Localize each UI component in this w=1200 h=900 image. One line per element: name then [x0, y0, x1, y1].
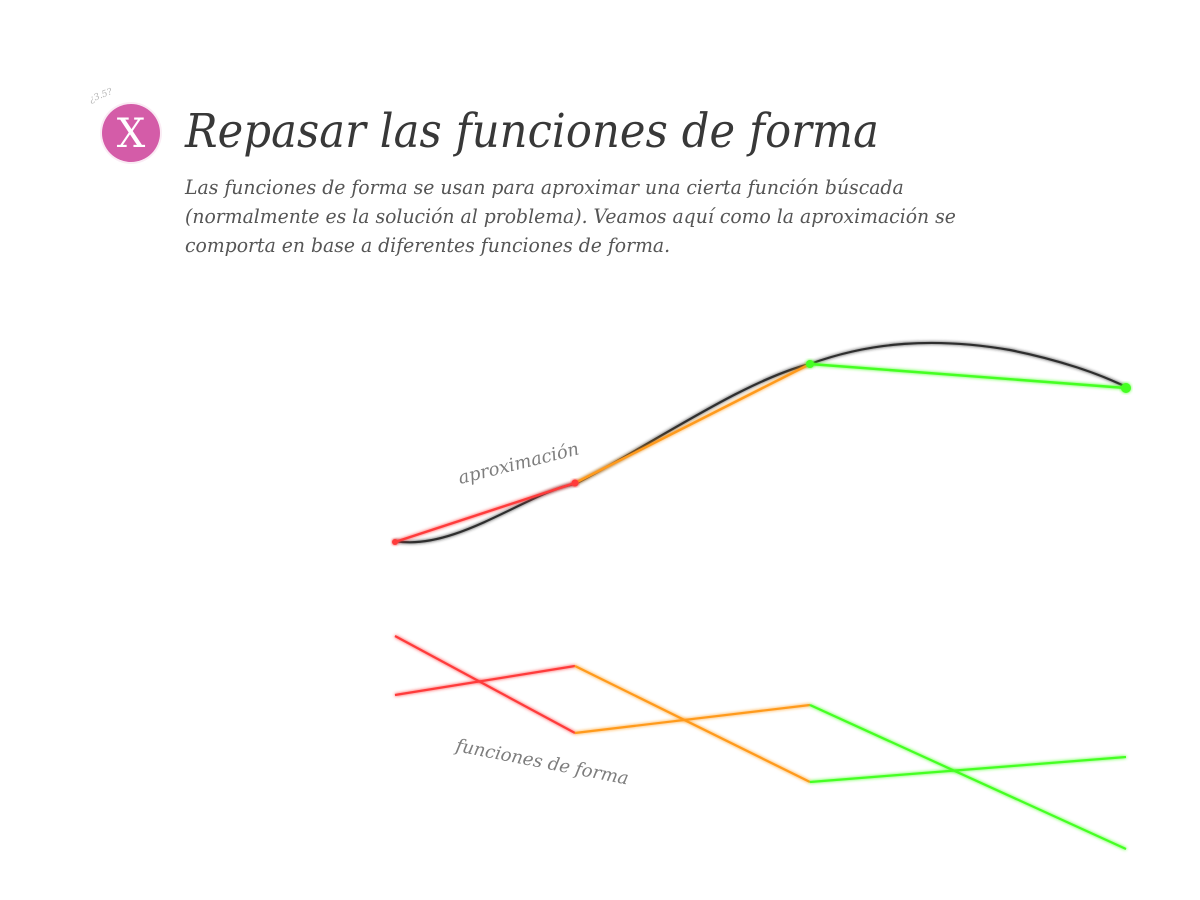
- approximation-label: aproximación: [456, 439, 581, 489]
- approximation-node-4: [1121, 383, 1131, 393]
- shape-function-red-ascending: [394, 664, 576, 697]
- description: Las funciones de forma se usan para apro…: [185, 175, 956, 257]
- approximation-node-1: [392, 539, 398, 545]
- approximation-segment-green: [809, 362, 1127, 390]
- approximation-segment-orange: [574, 362, 811, 485]
- shape-function-red-descending: [394, 635, 576, 734]
- approximation-node-2: [571, 479, 579, 487]
- close-button[interactable]: X: [102, 104, 160, 162]
- shape-function-green-descending: [809, 703, 1127, 851]
- close-icon: X: [116, 110, 146, 157]
- target-function-curve: [394, 341, 1127, 544]
- shape-function-orange-descending: [574, 665, 811, 783]
- page-title: Repasar las funciones de forma: [185, 104, 879, 159]
- approximation-node-3: [806, 360, 814, 368]
- shape-function-green-ascending: [809, 755, 1127, 784]
- approximation-segment-red: [394, 481, 576, 544]
- version-tag: ¿3.5?: [88, 87, 114, 106]
- shape-functions-label: funciones de forma: [452, 735, 630, 789]
- shape-function-orange-ascending: [574, 703, 811, 735]
- header: ¿3.5? X Repasar las funciones de forma L…: [0, 0, 1200, 280]
